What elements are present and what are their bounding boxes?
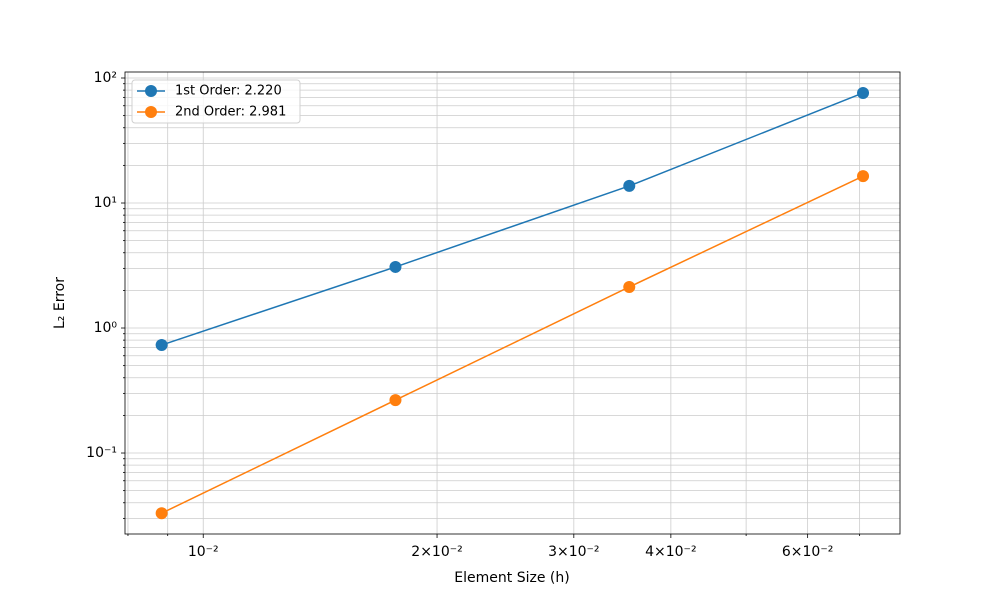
- plot-frame: [124, 71, 901, 535]
- point: [857, 86, 870, 99]
- legend-label: 1st Order: 2.220: [175, 84, 282, 99]
- point: [155, 507, 168, 520]
- legend-box: [131, 79, 301, 124]
- y-tick-label: 10²: [94, 70, 117, 86]
- y-tick-label: 10⁰: [94, 320, 118, 336]
- y-tick-label: 10¹: [94, 195, 117, 211]
- series-line: [161, 92, 864, 346]
- x-tick-label: 10⁻²: [188, 544, 219, 560]
- point: [155, 339, 168, 352]
- point: [389, 394, 402, 407]
- point: [623, 280, 636, 293]
- legend-label: 2nd Order: 2.981: [175, 105, 286, 120]
- y-axis-label: L₂ Error: [52, 277, 68, 329]
- x-tick-label: 2×10⁻²: [411, 544, 462, 560]
- series-line: [161, 175, 864, 514]
- x-tick-label: 4×10⁻²: [645, 544, 696, 560]
- point: [857, 170, 870, 183]
- x-tick-label: 6×10⁻²: [782, 544, 833, 560]
- point: [623, 179, 636, 192]
- y-tick-label: 10⁻¹: [86, 445, 117, 461]
- x-tick-label: 3×10⁻²: [548, 544, 599, 560]
- point: [389, 260, 402, 273]
- legend-marker: [145, 85, 157, 97]
- x-axis-label: Element Size (h): [454, 570, 569, 586]
- legend-marker: [145, 106, 157, 118]
